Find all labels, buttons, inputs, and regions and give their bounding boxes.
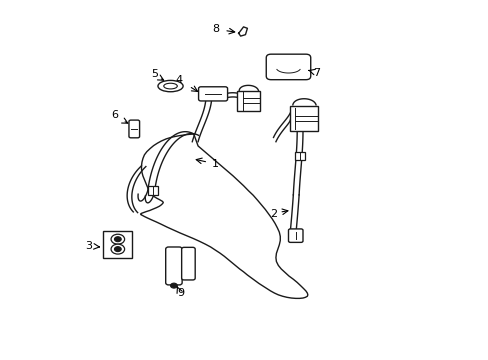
Polygon shape — [238, 27, 247, 36]
FancyBboxPatch shape — [165, 247, 182, 285]
Text: 7: 7 — [313, 68, 320, 78]
Text: 8: 8 — [211, 24, 219, 34]
Text: 9: 9 — [177, 288, 184, 298]
FancyBboxPatch shape — [288, 229, 303, 242]
Circle shape — [170, 283, 177, 288]
Bar — [290, 105, 318, 131]
Text: 4: 4 — [175, 75, 183, 85]
Ellipse shape — [163, 83, 177, 89]
Text: 3: 3 — [85, 240, 92, 251]
Text: 1: 1 — [212, 159, 219, 170]
Circle shape — [111, 244, 124, 254]
Bar — [237, 91, 260, 111]
Circle shape — [114, 247, 121, 252]
Text: 6: 6 — [111, 111, 118, 121]
Circle shape — [111, 234, 124, 244]
Text: 2: 2 — [269, 209, 277, 219]
FancyBboxPatch shape — [198, 87, 227, 101]
Bar — [295, 152, 305, 160]
FancyBboxPatch shape — [181, 247, 195, 280]
Bar — [147, 186, 158, 195]
Bar — [103, 231, 132, 258]
Ellipse shape — [158, 80, 183, 92]
FancyBboxPatch shape — [129, 120, 139, 138]
Circle shape — [114, 237, 121, 242]
FancyBboxPatch shape — [265, 54, 310, 80]
Text: 5: 5 — [151, 69, 158, 79]
